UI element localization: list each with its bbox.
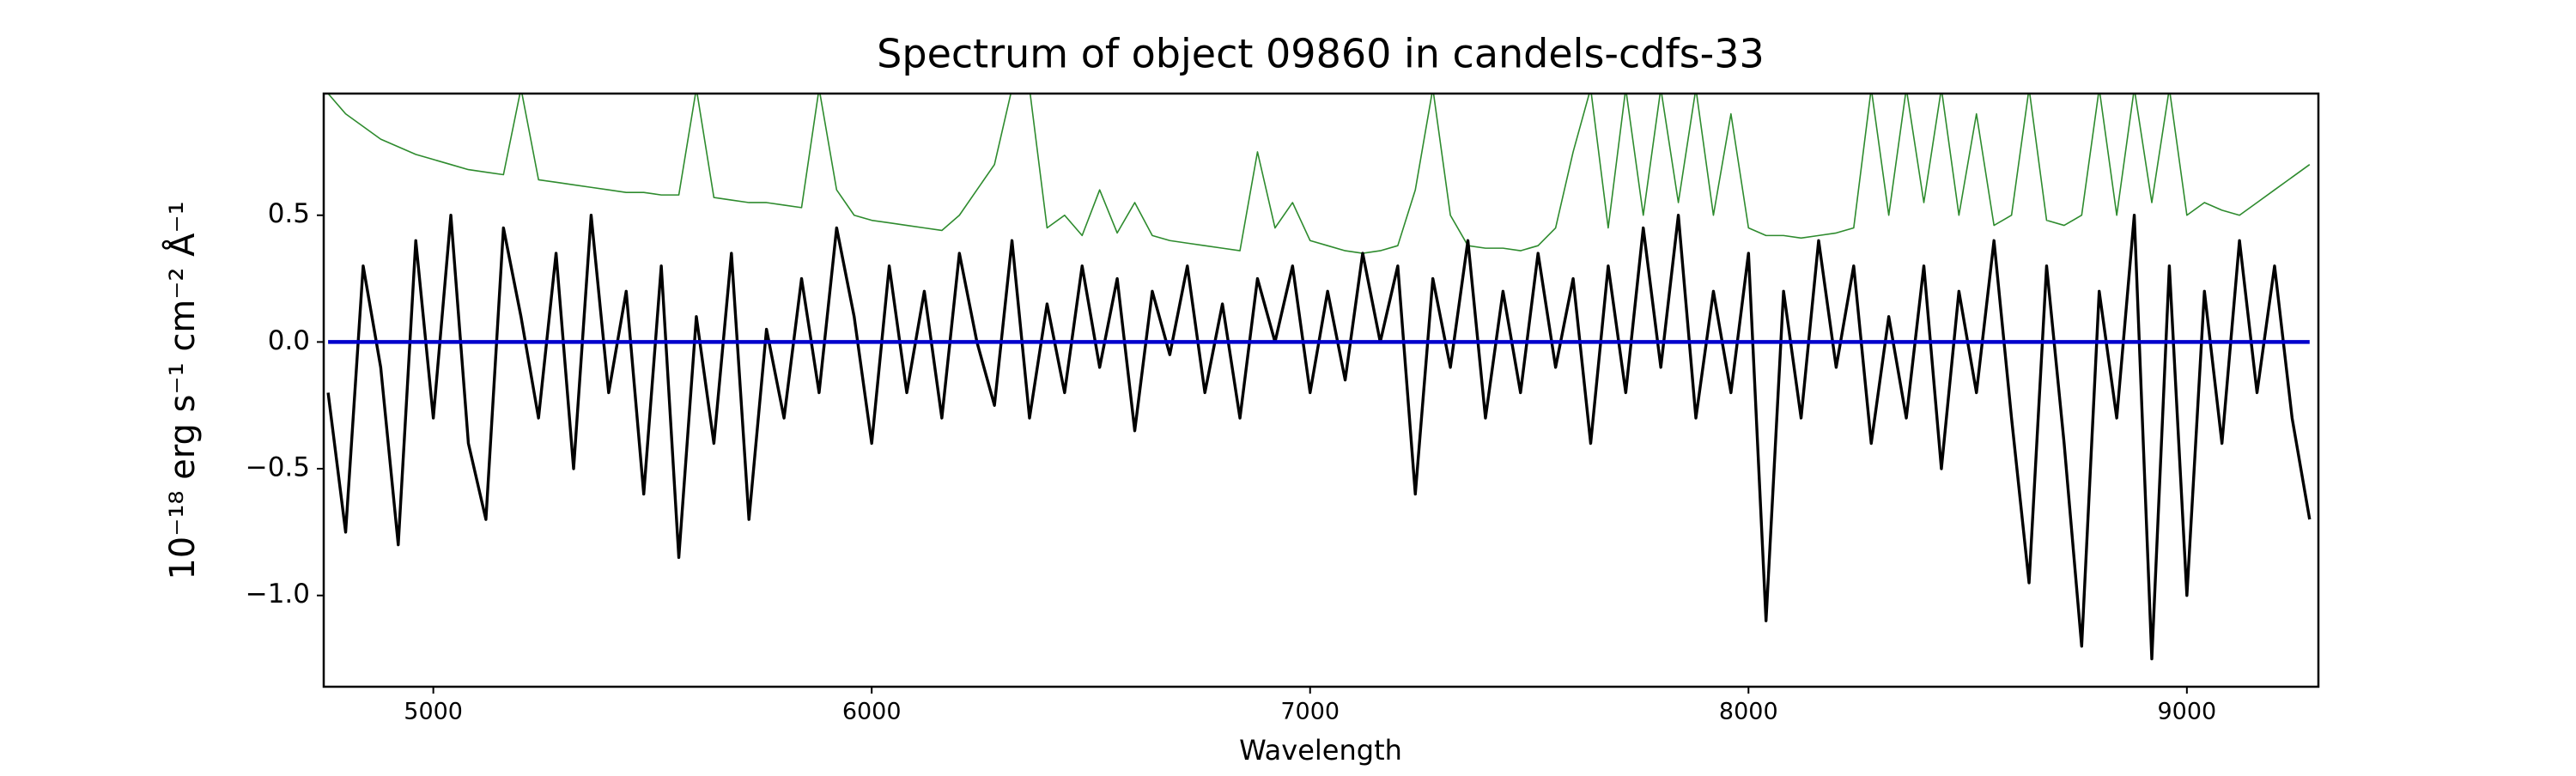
x-axis-label: Wavelength [1239,734,1402,767]
x-tick-label: 9000 [2157,699,2216,725]
y-tick-label: −1.0 [246,579,310,609]
y-tick-label: 0.5 [268,198,310,229]
x-tick-label: 8000 [1719,699,1778,725]
y-tick-label: −0.5 [246,452,310,483]
chart-title: Spectrum of object 09860 in candels-cdfs… [877,31,1765,77]
plot-frame [322,92,2320,688]
plot-area [326,94,2312,661]
x-tick-label: 7000 [1280,699,1340,725]
x-tick-label: 5000 [404,699,463,725]
series-line [327,94,2311,254]
x-tick-label: 6000 [842,699,902,725]
y-axis-label: 10⁻¹⁸ erg s⁻¹ cm⁻² Å⁻¹ [161,201,203,579]
y-tick-label: 0.0 [268,325,310,356]
